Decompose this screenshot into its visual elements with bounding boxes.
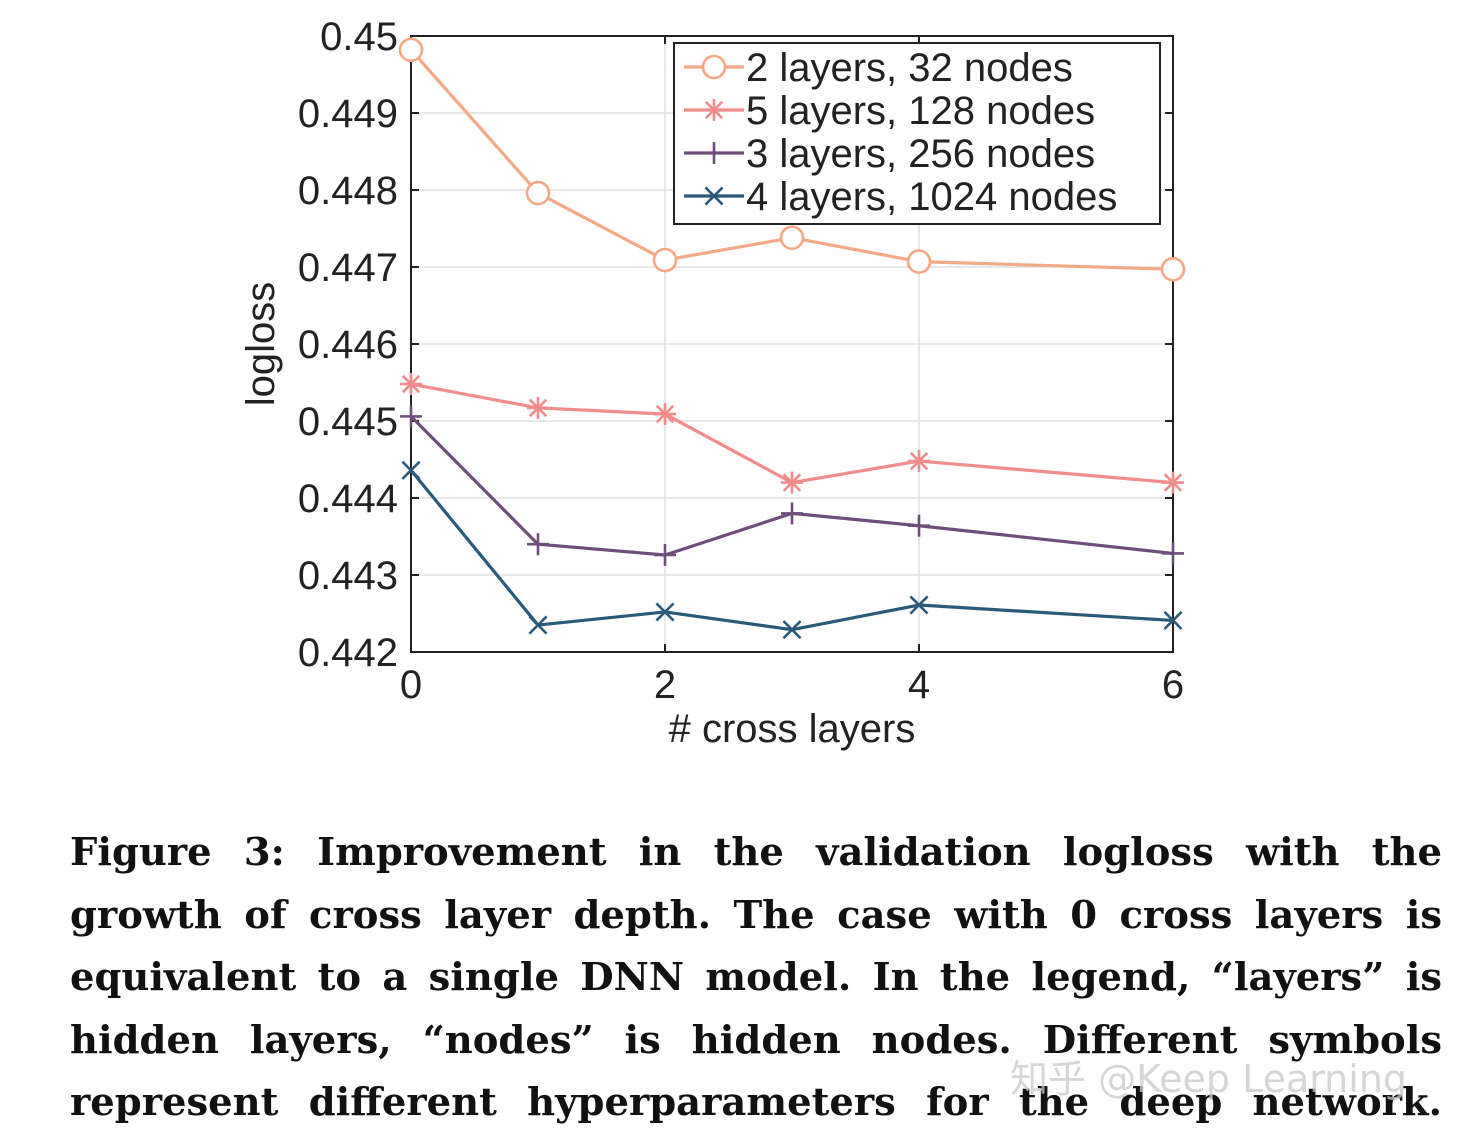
point-marker-plus [654, 543, 676, 566]
point-marker-plus [703, 142, 725, 164]
point-marker-plus [908, 514, 930, 537]
x-tick-label: 4 [908, 663, 930, 707]
marker-circle [398, 37, 424, 63]
point-marker-x [1163, 610, 1183, 630]
marker-circle [525, 180, 551, 206]
point-marker-x [909, 595, 929, 615]
point-marker-asterisk [1162, 471, 1184, 494]
marker-stroke [401, 374, 421, 394]
point-marker-asterisk [908, 450, 930, 473]
point-marker-asterisk [703, 99, 725, 121]
marker-stroke [782, 473, 802, 492]
point-marker-x [704, 186, 724, 206]
legend-entry-label: 5 layers, 128 nodes [746, 89, 1095, 133]
marker-circle [1160, 257, 1186, 282]
y-tick-label: 0.443 [298, 554, 398, 598]
point-marker-circle [906, 249, 932, 274]
figure-caption: Figure 3: Improvement in the validation … [70, 822, 1442, 1135]
y-tick-label: 0.449 [298, 92, 398, 136]
legend-entry-label: 2 layers, 32 nodes [746, 46, 1073, 90]
point-marker-circle [652, 247, 678, 273]
point-marker-circle [398, 37, 424, 63]
marker-stroke [704, 100, 724, 120]
caption-line: represent different hyperparameters for … [70, 1080, 1442, 1125]
series-line [409, 48, 1174, 271]
line-chart: 0.442 0.443 0.444 0.445 0.446 0.447 0.448 0.449… [239, 15, 1186, 751]
marker-stroke [1163, 473, 1183, 492]
legend-entry-label: 4 layers, 1024 nodes [746, 175, 1117, 219]
legend-entry-label: 3 layers, 256 nodes [746, 132, 1095, 176]
marker-stroke [909, 451, 929, 471]
caption-line: equivalent to a single DNN model. In the… [70, 955, 1442, 1000]
point-marker-x [782, 620, 802, 640]
marker-circle [701, 54, 727, 80]
marker-stroke [782, 620, 802, 640]
x-axis-label: # cross layers [669, 707, 916, 751]
marker-stroke [655, 404, 675, 424]
point-marker-plus [527, 533, 549, 556]
series-line [409, 415, 1174, 557]
point-marker-asterisk [400, 373, 422, 396]
point-marker-plus [400, 405, 422, 428]
point-marker-plus [1162, 542, 1184, 565]
point-marker-asterisk [781, 471, 803, 494]
legend-box [673, 42, 1161, 225]
x-tick-label: 0 [400, 663, 422, 707]
point-marker-circle [779, 225, 805, 251]
marker-stroke [704, 186, 724, 206]
series-line [410, 382, 1174, 485]
x-tick-label: 6 [1162, 663, 1184, 707]
caption-line: hidden layers, “nodes” is hidden nodes. … [70, 1017, 1442, 1063]
point-marker-circle [701, 54, 727, 80]
y-tick-label: 0.448 [298, 169, 398, 213]
marker-stroke [528, 398, 548, 418]
point-marker-asterisk [527, 396, 549, 419]
axis-ticks: 0.442 0.443 0.444 0.445 0.446 0.447 0.448 0.449… [298, 15, 1184, 707]
y-tick-label: 0.444 [298, 477, 398, 521]
marker-stroke [909, 595, 929, 615]
point-marker-asterisk [654, 403, 676, 426]
marker-stroke [528, 615, 548, 635]
y-tick-label: 0.442 [298, 631, 398, 675]
x-tick-label: 2 [654, 663, 676, 707]
series-line [409, 469, 1174, 632]
y-axis-label: logloss [239, 282, 283, 407]
y-tick-label: 0.45 [320, 15, 398, 59]
point-marker-circle [1160, 257, 1186, 282]
marker-stroke [401, 460, 421, 480]
point-marker-plus [781, 502, 803, 525]
caption-line: Figure 3: Improvement in the validation … [70, 830, 1442, 875]
y-tick-label: 0.447 [298, 246, 398, 290]
marker-stroke [1163, 610, 1183, 630]
marker-circle [906, 249, 932, 274]
point-marker-x [401, 460, 421, 480]
caption-line: growth of cross layer depth. The case wi… [70, 892, 1442, 938]
y-tick-label: 0.445 [298, 400, 398, 444]
marker-circle [652, 247, 678, 273]
series-group [398, 37, 1186, 640]
marker-stroke [655, 602, 675, 622]
point-marker-x [528, 615, 548, 635]
point-marker-circle [525, 180, 551, 206]
y-tick-label: 0.446 [298, 323, 398, 367]
point-marker-x [655, 602, 675, 622]
marker-circle [779, 225, 805, 251]
